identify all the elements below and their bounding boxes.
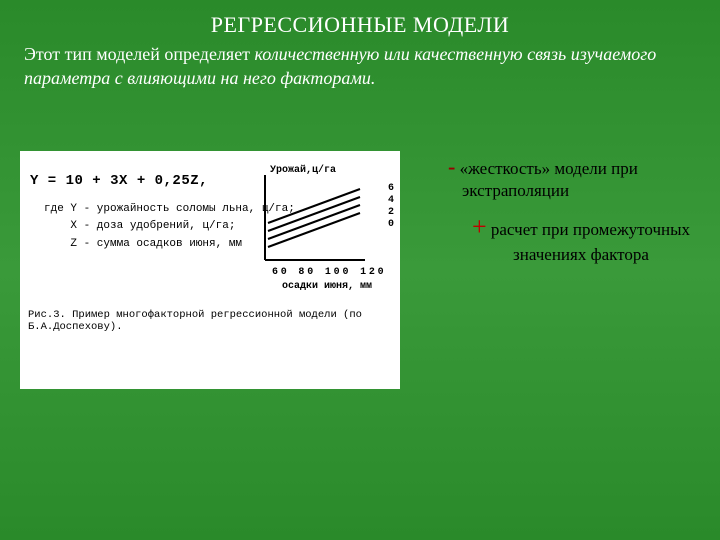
xtick-100: 100 xyxy=(325,267,351,278)
ytick-2: 2 xyxy=(388,207,394,218)
ytick-6: 6 xyxy=(388,183,394,194)
content-row: Y = 10 + 3X + 0,25Z, где Y - урожайность… xyxy=(0,91,720,389)
xtick-60: 60 xyxy=(272,267,290,278)
xtick-120: 120 xyxy=(360,267,386,278)
where-line-3: Z - сумма осадков июня, мм xyxy=(44,236,295,254)
where-line-1: где Y - урожайность соломы льна, ц/га; xyxy=(44,201,295,219)
subtitle-plain: Этот тип моделей определяет xyxy=(24,44,255,64)
xticks-row: 60 80 100 120 xyxy=(272,267,386,278)
slide-title: РЕГРЕССИОННЫЕ МОДЕЛИ xyxy=(0,0,720,38)
bullet-neg-text: «жесткость» модели при экстраполяции xyxy=(455,159,638,201)
bullets-column: - «жесткость» модели при экстраполяции +… xyxy=(400,151,700,266)
plus-icon: + xyxy=(472,212,487,241)
slide-subtitle: Этот тип моделей определяет количественн… xyxy=(0,38,720,91)
bullet-positive: + расчет при промежуточных значениях фак… xyxy=(426,201,700,265)
where-line-2: X - доза удобрений, ц/га; xyxy=(44,218,295,236)
series-4 xyxy=(268,197,360,231)
figure-caption: Рис.3. Пример многофакторной регрессионн… xyxy=(28,309,400,333)
ytick-4: 4 xyxy=(388,195,394,206)
bullet-pos-text: расчет при промежуточных значениях факто… xyxy=(487,220,690,264)
regression-figure: Y = 10 + 3X + 0,25Z, где Y - урожайность… xyxy=(20,151,400,389)
ytick-0: 0 xyxy=(388,219,394,230)
formula-text: Y = 10 + 3X + 0,25Z, xyxy=(30,173,208,189)
where-block: где Y - урожайность соломы льна, ц/га; X… xyxy=(44,201,295,254)
bullet-negative: - «жесткость» модели при экстраполяции xyxy=(426,153,700,202)
xtick-80: 80 xyxy=(298,267,316,278)
chart-xlabel: осадки июня, мм xyxy=(282,281,372,292)
series-2 xyxy=(268,205,360,239)
